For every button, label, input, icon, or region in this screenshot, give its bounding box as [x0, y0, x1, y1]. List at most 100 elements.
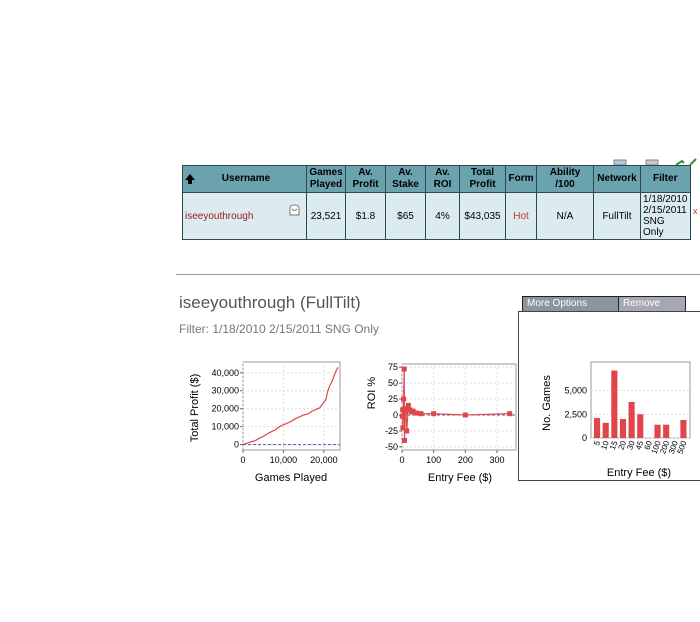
bar: [663, 424, 670, 438]
bar: [611, 370, 618, 438]
data-point: [418, 411, 424, 417]
data-point: [405, 402, 411, 408]
y-tick-label: 5,000: [564, 386, 587, 396]
data-point: [403, 409, 409, 415]
filter-end-date: 2/15/2011: [643, 205, 687, 216]
y-tick-label: 10,000: [211, 422, 239, 432]
remove-x-icon[interactable]: x: [693, 206, 698, 216]
x-tick-label: 30: [625, 439, 637, 451]
arrow-icon: [689, 158, 697, 166]
x-tick-label: 45: [634, 439, 646, 451]
games-chart: No. Games Entry Fee ($) 0 2,500 5,000 51015…: [541, 361, 691, 479]
x-tick-label: 500: [676, 439, 689, 455]
player-stats-table: Username Games Played Av. Profit Av. Sta…: [182, 165, 698, 240]
av-profit-cell: $1.8: [345, 192, 386, 240]
username-cell[interactable]: iseeyouthrough: [182, 192, 307, 240]
profit-chart-xlabel: Games Played: [255, 472, 327, 484]
y-tick-label: 0: [393, 410, 398, 420]
x-tick-label: 200: [658, 439, 671, 455]
more-options-tab[interactable]: More Options: [522, 296, 620, 312]
roi-chart: ROI % Entry Fee ($) -50 -25 0 25 50 75 0 100 200…: [366, 362, 517, 484]
x-tick-label: 300: [667, 439, 680, 455]
x-tick-label: 10: [599, 439, 611, 451]
av-stake-cell: $65: [385, 192, 426, 240]
total-profit-header[interactable]: Total Profit: [459, 165, 506, 193]
remove-tab[interactable]: Remove: [618, 296, 686, 312]
username-link[interactable]: iseeyouthrough: [185, 210, 254, 222]
table-header-row: Username Games Played Av. Profit Av. Sta…: [182, 165, 691, 193]
y-tick-label: 40,000: [211, 368, 239, 378]
games-played-cell: 23,521: [306, 192, 346, 240]
x-tick-label: 100: [650, 439, 663, 455]
games-chart-xlabel: Entry Fee ($): [607, 467, 671, 479]
check-icon: [675, 159, 685, 166]
ability-header[interactable]: Ability /100: [536, 165, 594, 193]
x-tick-label: 20,000: [310, 455, 338, 465]
games-played-header[interactable]: Games Played: [306, 165, 346, 193]
profile-filter: Filter: 1/18/2010 2/15/2011 SNG Only: [179, 322, 379, 336]
data-point: [507, 411, 513, 417]
x-tick-label: 100: [426, 455, 441, 465]
data-point: [401, 366, 407, 372]
y-tick-label: 75: [388, 362, 398, 372]
total-profit-cell: $43,035: [459, 192, 506, 240]
x-tick-label: 200: [458, 455, 473, 465]
form-cell: Hot: [505, 192, 537, 240]
bar: [619, 419, 627, 438]
sort-up-icon[interactable]: [185, 174, 195, 184]
y-tick-label: 30,000: [211, 386, 239, 396]
x-tick-label: 0: [399, 455, 404, 465]
filter-cell: 1/18/2010 2/15/2011 SNG Only x: [640, 192, 698, 240]
x-tick-label: 5: [592, 439, 602, 447]
roi-chart-ylabel: ROI %: [366, 377, 378, 410]
data-point: [399, 413, 405, 419]
network-header[interactable]: Network: [593, 165, 641, 193]
y-tick-label: 20,000: [211, 404, 239, 414]
network-cell: FullTilt: [593, 192, 641, 240]
av-roi-header[interactable]: Av. ROI: [425, 165, 460, 193]
data-point: [402, 437, 408, 443]
form-header[interactable]: Form: [505, 165, 537, 193]
username-header[interactable]: Username: [182, 165, 307, 193]
bar: [680, 419, 687, 438]
data-point: [401, 396, 407, 402]
data-point: [400, 425, 406, 431]
av-stake-header[interactable]: Av. Stake: [385, 165, 426, 193]
plot-area: [401, 363, 517, 451]
username-header-label: Username: [221, 173, 271, 184]
bar: [602, 422, 609, 438]
filter-type: SNG Only: [643, 216, 665, 238]
filter-header[interactable]: Filter: [640, 165, 691, 193]
user-profile-icon[interactable]: [288, 204, 301, 216]
x-tick-label: 300: [489, 455, 504, 465]
av-roi-cell: 4%: [425, 192, 460, 240]
bar: [637, 414, 644, 438]
bar: [654, 424, 661, 438]
filter-start-date: 1/18/2010: [643, 194, 688, 205]
data-point: [404, 428, 410, 434]
y-tick-label: -50: [385, 442, 398, 452]
bar: [628, 401, 635, 438]
y-tick-label: 25: [388, 394, 398, 404]
data-point: [410, 408, 416, 414]
series-line: [242, 367, 339, 446]
x-tick-label: 15: [608, 439, 620, 451]
x-tick-label: 0: [240, 455, 245, 465]
y-tick-label: 0: [234, 440, 239, 450]
data-point: [400, 407, 406, 413]
plot-area: [242, 361, 341, 451]
av-profit-header[interactable]: Av. Profit: [345, 165, 386, 193]
y-tick-label: 0: [582, 433, 587, 443]
y-tick-label: -25: [385, 426, 398, 436]
profile-title: iseeyouthrough (FullTilt): [179, 293, 361, 312]
x-tick-label: 20: [617, 439, 629, 451]
data-point: [402, 406, 408, 412]
table-row: iseeyouthrough 23,521 $1.8 $65 4% $43,03…: [182, 192, 698, 240]
data-point: [431, 411, 437, 417]
games-chart-ylabel: No. Games: [541, 375, 553, 431]
x-tick-label: 60: [643, 439, 655, 451]
profit-chart-ylabel: Total Profit ($): [189, 374, 201, 442]
data-point: [413, 410, 419, 416]
x-tick-label: 10,000: [270, 455, 298, 465]
bar: [594, 418, 601, 438]
